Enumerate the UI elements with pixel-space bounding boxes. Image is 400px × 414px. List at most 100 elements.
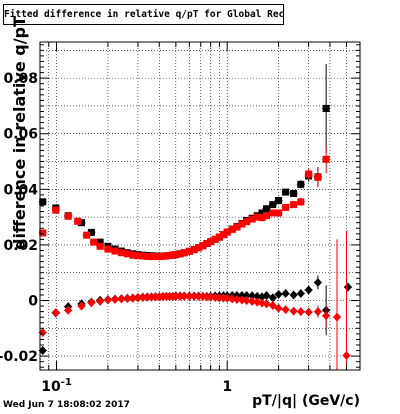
data-point — [282, 188, 290, 196]
data-point — [96, 296, 105, 306]
data-point — [274, 289, 283, 299]
data-point — [263, 212, 271, 220]
data-point — [96, 242, 104, 250]
data-point — [87, 228, 95, 236]
data-point — [195, 244, 203, 252]
data-point — [133, 293, 142, 303]
data-point — [203, 240, 211, 248]
data-point — [64, 212, 72, 220]
data-point — [237, 295, 246, 305]
y-tick-label: 0.02 — [3, 238, 38, 254]
data-point — [52, 206, 60, 214]
data-point — [238, 220, 246, 228]
data-point — [77, 301, 86, 311]
data-point — [207, 238, 215, 246]
x-tick-exponent: -1 — [61, 377, 72, 388]
data-point — [211, 235, 219, 243]
y-tick-label: 0.04 — [3, 182, 38, 198]
data-point — [258, 214, 266, 222]
data-points — [38, 63, 352, 370]
data-point — [103, 295, 112, 305]
data-point — [139, 252, 147, 260]
data-point — [123, 294, 132, 304]
data-point — [253, 297, 262, 307]
data-point — [223, 228, 231, 236]
data-point — [297, 198, 305, 206]
data-point — [219, 231, 227, 239]
data-point — [185, 247, 193, 255]
data-point — [289, 290, 298, 300]
data-point — [90, 238, 98, 246]
data-point — [199, 242, 207, 250]
data-point — [228, 225, 236, 233]
data-point — [263, 205, 271, 213]
data-point — [258, 209, 266, 217]
data-point — [147, 253, 155, 261]
data-point — [83, 231, 91, 239]
data-point — [333, 312, 342, 322]
data-point — [138, 292, 147, 302]
data-point — [242, 291, 251, 301]
data-point — [274, 303, 283, 313]
data-point — [253, 291, 262, 301]
data-point — [143, 252, 151, 260]
data-point — [87, 298, 96, 308]
data-point — [322, 104, 330, 112]
y-tick-label: 0 — [28, 294, 38, 310]
data-point — [243, 218, 251, 226]
data-point — [305, 170, 313, 178]
data-point — [172, 250, 180, 258]
series-1 — [38, 275, 352, 356]
data-point — [123, 250, 131, 258]
data-point — [223, 293, 232, 303]
y-tick-label: 0.06 — [3, 127, 38, 143]
data-point — [104, 245, 112, 253]
data-point — [180, 249, 188, 257]
data-point — [111, 247, 119, 255]
data-point — [248, 291, 257, 301]
data-point — [281, 289, 290, 299]
data-point — [268, 293, 277, 303]
data-point — [262, 299, 271, 309]
data-point — [269, 201, 277, 209]
data-point — [228, 294, 237, 304]
data-point — [96, 238, 104, 246]
chart-title: Fitted difference in relative q/pT for G… — [3, 4, 284, 25]
data-point — [296, 307, 305, 317]
series-3 — [38, 230, 351, 370]
data-point — [289, 306, 298, 316]
data-point — [117, 294, 126, 304]
data-point — [128, 293, 137, 303]
data-point — [134, 252, 142, 260]
data-point — [74, 217, 82, 225]
data-point — [39, 229, 47, 237]
data-point — [248, 215, 256, 223]
y-tick-label: 0.08 — [3, 71, 38, 87]
data-point — [314, 173, 322, 181]
data-point — [185, 291, 194, 301]
data-point — [269, 209, 277, 217]
data-point — [171, 291, 180, 301]
data-point — [322, 155, 330, 163]
data-point — [297, 180, 305, 188]
data-point — [190, 291, 199, 301]
data-point — [51, 307, 60, 317]
data-point — [304, 285, 313, 295]
data-point — [268, 301, 277, 311]
data-point — [322, 311, 331, 321]
data-point — [232, 294, 241, 304]
data-point — [180, 291, 189, 301]
data-point — [39, 198, 47, 206]
data-point — [143, 292, 152, 302]
datestamp: Wed Jun 7 18:08:02 2017 — [3, 400, 130, 410]
data-point — [275, 196, 283, 204]
x-tick-label: 10-1 — [41, 377, 72, 395]
x-axis-label: pT/|q| (GeV/c) — [252, 393, 360, 409]
data-point — [190, 246, 198, 254]
data-point — [253, 213, 261, 221]
data-point — [129, 251, 137, 259]
data-point — [176, 291, 185, 301]
data-point — [313, 307, 322, 317]
data-point — [64, 305, 73, 315]
